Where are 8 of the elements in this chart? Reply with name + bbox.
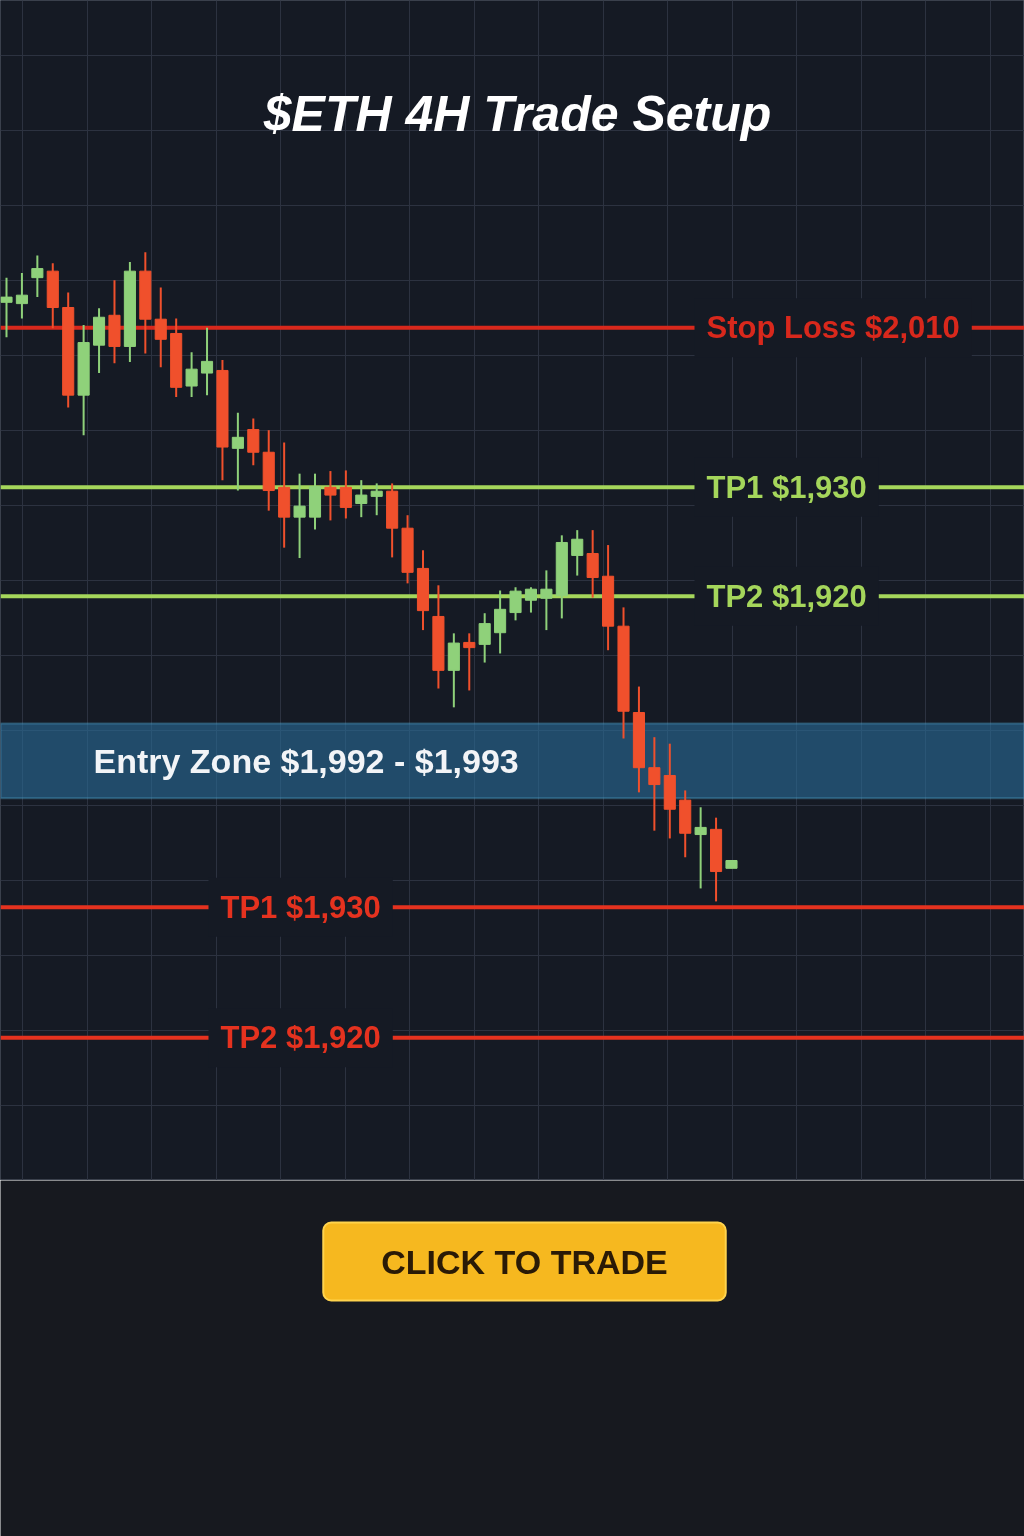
chart-title: $ETH 4H Trade Setup (262, 85, 772, 142)
band-label: Entry Zone $1,992 - $1,993 (93, 741, 519, 780)
text: CLICK TO TRADE (381, 1242, 668, 1281)
ref-line-label: TP2 $1,920 (220, 1020, 381, 1056)
ref-line-label: TP1 $1,930 (220, 889, 381, 925)
ref-line-label: TP1 $1,930 (706, 469, 867, 505)
ref-line-label: TP2 $1,920 (706, 578, 867, 614)
ref-line-label: Stop Loss $2,010 (706, 310, 960, 346)
